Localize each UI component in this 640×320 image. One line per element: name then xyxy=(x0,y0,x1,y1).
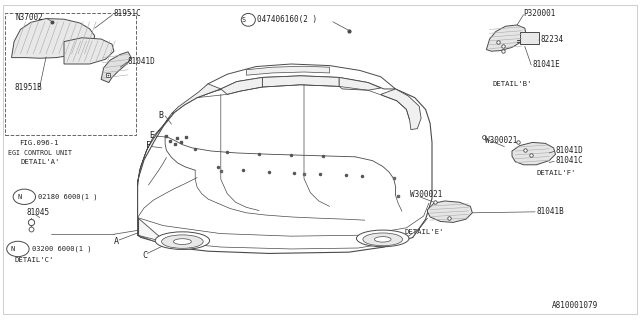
Ellipse shape xyxy=(7,241,29,257)
Ellipse shape xyxy=(13,189,36,204)
Text: F: F xyxy=(146,141,151,150)
Polygon shape xyxy=(221,77,262,94)
Text: 81045: 81045 xyxy=(27,208,50,217)
Text: DETAIL'E': DETAIL'E' xyxy=(404,229,444,235)
Text: A: A xyxy=(114,237,119,246)
Polygon shape xyxy=(64,38,114,64)
Text: 81951B: 81951B xyxy=(14,83,42,92)
Ellipse shape xyxy=(374,237,391,242)
Text: FIG.096-1: FIG.096-1 xyxy=(19,140,59,146)
Text: 03200 6000(1 ): 03200 6000(1 ) xyxy=(32,246,92,252)
Polygon shape xyxy=(12,19,95,58)
Text: C: C xyxy=(142,251,147,260)
Text: P320001: P320001 xyxy=(524,9,556,18)
Text: DETAIL'F': DETAIL'F' xyxy=(536,170,576,176)
Text: 81041C: 81041C xyxy=(556,156,583,165)
Text: 81951C: 81951C xyxy=(114,9,141,18)
FancyBboxPatch shape xyxy=(520,32,539,44)
Text: DETAIL'C': DETAIL'C' xyxy=(14,257,54,263)
Ellipse shape xyxy=(363,233,403,246)
Text: EGI CONTROL UNIT: EGI CONTROL UNIT xyxy=(8,150,72,156)
Text: A810001079: A810001079 xyxy=(552,301,598,310)
Text: W300021: W300021 xyxy=(410,190,442,199)
Ellipse shape xyxy=(173,239,191,244)
Text: 81041D: 81041D xyxy=(128,57,156,66)
Text: N: N xyxy=(17,194,21,200)
Polygon shape xyxy=(262,76,339,87)
Polygon shape xyxy=(486,25,526,51)
Polygon shape xyxy=(339,77,381,90)
Ellipse shape xyxy=(161,235,204,248)
Polygon shape xyxy=(101,52,131,83)
Polygon shape xyxy=(138,218,172,247)
Polygon shape xyxy=(172,84,221,114)
Text: N37002: N37002 xyxy=(15,13,43,22)
Text: DETAIL'B': DETAIL'B' xyxy=(493,81,532,87)
Polygon shape xyxy=(512,142,556,165)
Text: W300021: W300021 xyxy=(485,136,518,145)
Text: DETAIL'A': DETAIL'A' xyxy=(20,159,60,164)
Text: E: E xyxy=(149,131,154,140)
Text: 82234: 82234 xyxy=(541,35,564,44)
Ellipse shape xyxy=(356,230,409,247)
Polygon shape xyxy=(138,113,174,186)
Ellipse shape xyxy=(241,13,255,26)
Polygon shape xyxy=(381,89,421,130)
FancyBboxPatch shape xyxy=(5,13,136,135)
Polygon shape xyxy=(428,201,472,222)
Polygon shape xyxy=(246,66,330,75)
Text: 81041B: 81041B xyxy=(536,207,564,216)
Text: 81041D: 81041D xyxy=(556,146,583,155)
Text: S: S xyxy=(242,17,246,23)
Text: 81041E: 81041E xyxy=(532,60,560,68)
Polygon shape xyxy=(197,64,396,98)
Text: 02180 6000(1 ): 02180 6000(1 ) xyxy=(38,194,98,200)
Text: 047406160(2 ): 047406160(2 ) xyxy=(257,15,317,24)
Text: B: B xyxy=(159,111,164,120)
Text: N: N xyxy=(11,246,15,252)
Ellipse shape xyxy=(155,232,209,250)
Polygon shape xyxy=(138,81,432,253)
